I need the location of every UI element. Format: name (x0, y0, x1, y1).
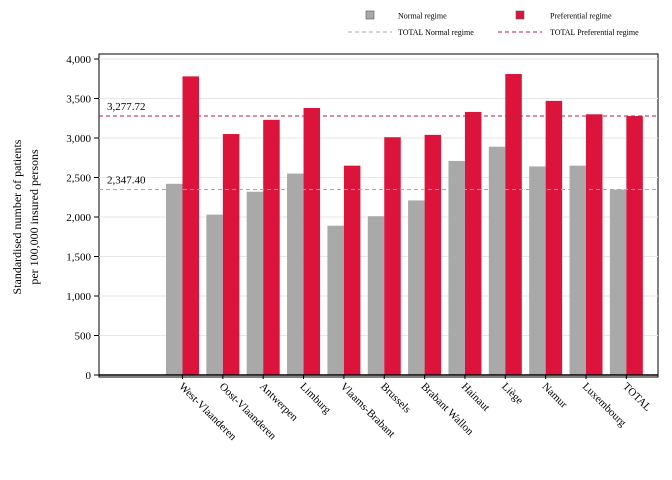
plot-area: 05001,0001,5002,0002,5003,0003,5004,000W… (66, 53, 659, 443)
bar-preferential (464, 111, 482, 376)
y-tick-label: 4,000 (66, 54, 91, 66)
bar-preferential (303, 107, 321, 375)
bar-normal (206, 214, 223, 375)
bar-normal (166, 183, 183, 375)
bar-normal (448, 160, 465, 375)
y-tick-label: 0 (86, 370, 92, 382)
y-tick-label: 2,000 (66, 212, 91, 224)
bar-normal (488, 146, 506, 375)
y-tick-label: 500 (75, 331, 92, 343)
bar-normal (287, 173, 304, 375)
bar-preferential (384, 137, 401, 375)
x-tick-label: TOTAL (620, 381, 653, 414)
bar-preferential (626, 116, 643, 375)
y-tick-label: 1,000 (66, 291, 91, 303)
legend-label-total-preferential: TOTAL Preferential regime (550, 28, 639, 37)
y-axis-title: Standardised number of patients per 100,… (10, 139, 41, 294)
y-tick-label: 3,500 (66, 94, 91, 106)
reference-label-total-preferential: 3,277.72 (107, 101, 146, 113)
x-tick-label: Namur (540, 381, 570, 411)
legend-swatch-normal (365, 10, 375, 20)
bar-preferential (263, 119, 280, 375)
x-tick-label: Limburg (297, 381, 333, 417)
bar-normal (246, 191, 264, 375)
bar-normal (569, 165, 586, 375)
reference-label-total-normal: 2,347.40 (107, 175, 146, 187)
legend-label-total-normal: TOTAL Normal regime (398, 28, 474, 37)
y-tick-label: 1,500 (66, 252, 91, 264)
bar-preferential (545, 100, 563, 376)
plot-frame (98, 53, 659, 378)
y-tick-label: 2,500 (66, 173, 91, 185)
bar-preferential (424, 134, 442, 375)
bar-preferential (586, 114, 603, 376)
legend-swatch-preferential (515, 10, 525, 20)
bar-normal (609, 189, 627, 375)
bar-preferential (505, 74, 522, 375)
y-axis-title-line-1: Standardised number of patients (10, 139, 24, 294)
x-tick-label: Hainaut (459, 381, 492, 414)
bar-preferential (182, 76, 199, 375)
x-tick-label: Liège (499, 381, 525, 407)
x-tick-label: Antwerpen (257, 381, 300, 424)
legend-label-preferential: Preferential regime (550, 12, 612, 21)
bar-normal (367, 216, 385, 375)
bar-preferential (343, 165, 361, 375)
bar-normal (327, 225, 344, 375)
bar-normal (529, 166, 546, 375)
bar-normal (408, 200, 425, 375)
y-axis-title-line-2: per 100,000 insured persons (27, 149, 41, 285)
x-tick-label: Brussels (378, 381, 413, 416)
legend-label-normal: Normal regime (398, 12, 447, 21)
bar-preferential (222, 134, 240, 375)
y-tick-label: 3,000 (66, 133, 91, 145)
legend: Normal regime Preferential regime TOTAL … (348, 10, 639, 37)
